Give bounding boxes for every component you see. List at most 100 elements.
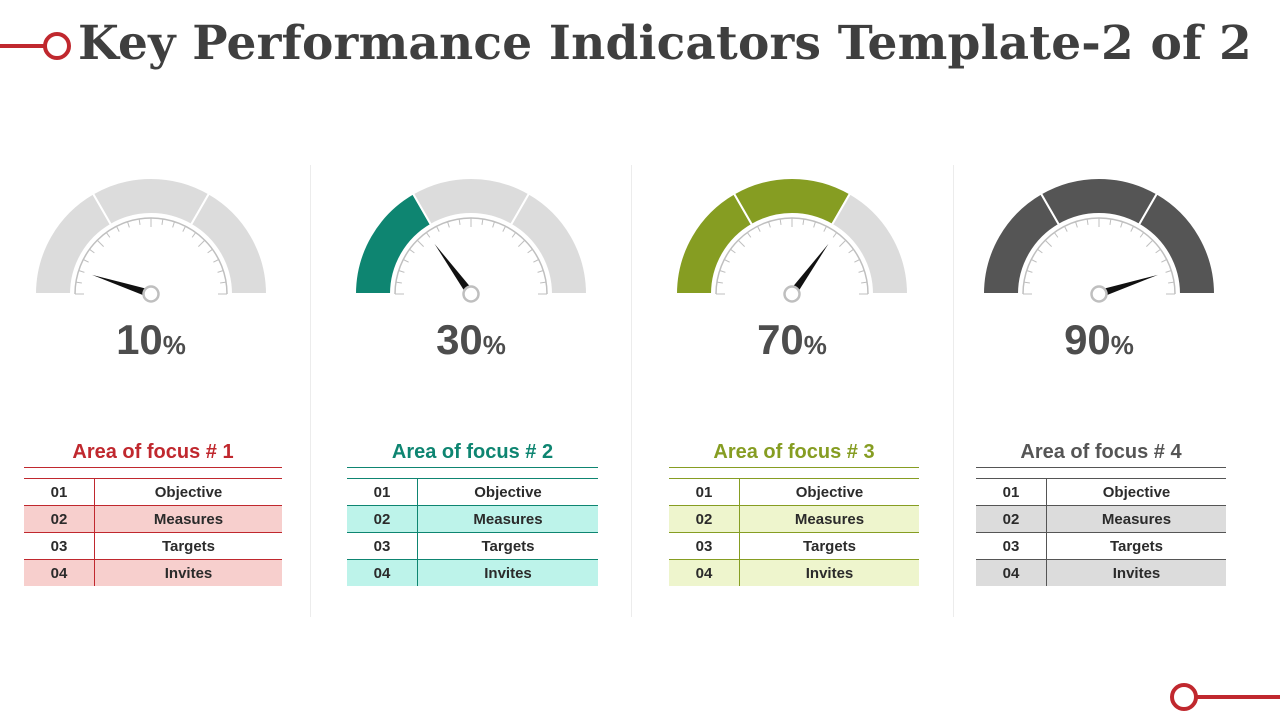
percentage-symbol: % [482, 330, 506, 360]
heading-underline [347, 467, 598, 468]
title-connector-decoration [0, 32, 71, 60]
gauge-needle [92, 274, 153, 298]
kpi-percentage: 10% [1, 316, 301, 364]
table-row: 04 Invites [347, 559, 598, 586]
table-row: 03 Targets [976, 532, 1226, 560]
table-row: 02 Measures [669, 505, 919, 533]
kpi-table: 01 Objective 02 Measures 03 Targets 04 Invites [976, 478, 1226, 586]
heading-underline [669, 467, 919, 468]
row-label: Invites [1046, 559, 1226, 586]
kpi-panel-1: 10% Area of focus # 1 01 Objective 02 Measure… [0, 165, 322, 617]
kpi-table: 01 Objective 02 Measures 03 Targets 04 Invites [24, 478, 282, 586]
gauge-segment [509, 192, 589, 295]
row-number: 01 [347, 478, 418, 506]
gauge-ticks [75, 218, 227, 295]
row-label: Targets [417, 532, 598, 560]
percentage-value: 30 [436, 316, 483, 363]
row-number: 02 [669, 505, 740, 533]
percentage-symbol: % [1110, 330, 1134, 360]
row-number: 04 [669, 559, 740, 586]
gauge-segment [981, 192, 1061, 295]
table-row: 01 Objective [24, 478, 282, 506]
row-number: 04 [976, 559, 1047, 586]
percentage-value: 10 [116, 316, 163, 363]
gauge-needle [1097, 274, 1158, 298]
footer-connector-decoration [1170, 683, 1280, 711]
table-row: 03 Targets [24, 532, 282, 560]
kpi-gauge [981, 177, 1217, 303]
kpi-panel-4: 90% Area of focus # 4 01 Objective 02 Measure… [962, 165, 1280, 617]
row-label: Measures [417, 505, 598, 533]
panel-divider [631, 165, 632, 617]
table-row: 03 Targets [347, 532, 598, 560]
gauge-segment [830, 192, 910, 295]
heading-underline [976, 467, 1226, 468]
table-row: 02 Measures [347, 505, 598, 533]
row-number: 01 [24, 478, 95, 506]
page-title: Key Performance Indicators Template-2 of… [78, 16, 1252, 71]
row-number: 02 [976, 505, 1047, 533]
kpi-table: 01 Objective 02 Measures 03 Targets 04 Invites [347, 478, 598, 586]
row-label: Objective [1046, 478, 1226, 506]
panel-divider [310, 165, 311, 617]
table-row: 04 Invites [976, 559, 1226, 586]
row-label: Invites [739, 559, 919, 586]
row-label: Measures [1046, 505, 1226, 533]
gauge-ticks [395, 218, 547, 295]
percentage-symbol: % [162, 330, 186, 360]
row-number: 02 [24, 505, 95, 533]
row-label: Invites [94, 559, 282, 586]
table-row: 01 Objective [669, 478, 919, 506]
row-number: 04 [347, 559, 418, 586]
kpi-percentage: 70% [642, 316, 942, 364]
gauge-ticks [716, 218, 868, 295]
percentage-symbol: % [803, 330, 827, 360]
gauge-needle [434, 243, 475, 297]
kpi-table: 01 Objective 02 Measures 03 Targets 04 Invites [669, 478, 919, 586]
row-number: 01 [669, 478, 740, 506]
row-number: 03 [347, 532, 418, 560]
table-row: 02 Measures [976, 505, 1226, 533]
row-label: Targets [739, 532, 919, 560]
gauge-pivot [783, 285, 801, 303]
table-row: 03 Targets [669, 532, 919, 560]
row-label: Measures [739, 505, 919, 533]
row-number: 03 [976, 532, 1047, 560]
row-label: Measures [94, 505, 282, 533]
gauge-segment [674, 192, 754, 295]
gauge-segment [189, 192, 269, 295]
kpi-panel-3: 70% Area of focus # 3 01 Objective 02 Measure… [641, 165, 963, 617]
row-label: Objective [94, 478, 282, 506]
row-label: Targets [1046, 532, 1226, 560]
row-number: 03 [24, 532, 95, 560]
row-label: Objective [417, 478, 598, 506]
gauge-pivot [142, 285, 160, 303]
row-number: 02 [347, 505, 418, 533]
gauge-segment [1137, 192, 1217, 295]
area-of-focus-heading: Area of focus # 3 [713, 441, 875, 463]
kpi-gauge [674, 177, 910, 303]
heading-underline [24, 467, 282, 468]
gauge-pivot [1090, 285, 1108, 303]
kpi-percentage: 30% [321, 316, 621, 364]
percentage-value: 70 [757, 316, 804, 363]
table-row: 01 Objective [347, 478, 598, 506]
gauge-needle [788, 243, 829, 297]
row-label: Invites [417, 559, 598, 586]
kpi-percentage: 90% [949, 316, 1249, 364]
row-number: 01 [976, 478, 1047, 506]
kpi-gauge [33, 177, 269, 303]
row-number: 04 [24, 559, 95, 586]
row-number: 03 [669, 532, 740, 560]
gauge-pivot [462, 285, 480, 303]
gauge-segment [353, 192, 433, 295]
gauge-segment [33, 192, 113, 295]
area-of-focus-heading: Area of focus # 2 [391, 441, 554, 463]
table-row: 01 Objective [976, 478, 1226, 506]
kpi-gauge [353, 177, 589, 303]
row-label: Targets [94, 532, 282, 560]
percentage-value: 90 [1064, 316, 1111, 363]
table-row: 04 Invites [24, 559, 282, 586]
table-row: 02 Measures [24, 505, 282, 533]
panel-divider [953, 165, 954, 617]
